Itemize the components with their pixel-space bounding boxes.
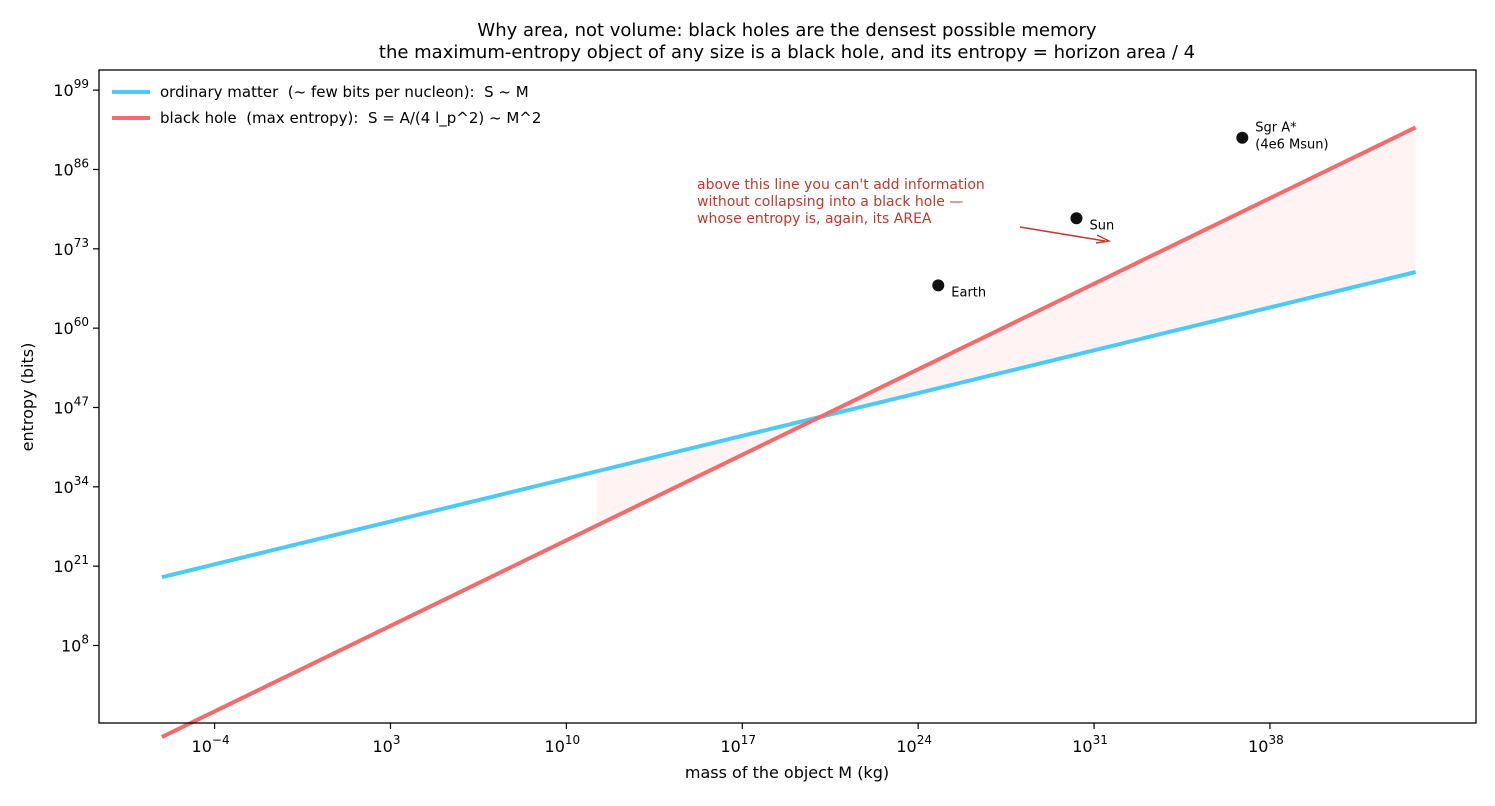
point-label: Sgr A*	[1255, 121, 1297, 136]
chart-subtitle: the maximum-entropy object of any size i…	[379, 42, 1195, 63]
y-tick-label: 108	[61, 632, 89, 655]
annotation: above this line you can't add informatio…	[697, 177, 1112, 244]
x-tick-label: 1024	[896, 733, 932, 756]
y-tick-label: 1021	[53, 553, 89, 576]
annotation-line-2: without collapsing into a black hole —	[697, 194, 963, 210]
legend-label-black-hole: black hole (max entropy): S = A/(4 l_p^2…	[160, 109, 541, 128]
point-label: Sun	[1089, 218, 1114, 233]
axes-frame	[98, 69, 1477, 724]
x-tick-label: 103	[372, 733, 400, 756]
y-tick-label: 1060	[53, 315, 89, 338]
point-label-detail: (4e6 Msun)	[1255, 138, 1328, 153]
x-tick-label: 1010	[545, 733, 581, 756]
point-earth	[932, 279, 945, 292]
annotation-line-1: above this line you can't add informatio…	[697, 177, 985, 193]
y-tick-label: 1047	[53, 394, 89, 417]
x-tick-label: 1038	[1248, 733, 1284, 756]
series-line-black-hole	[160, 125, 1417, 739]
series-line-ordinary-matter	[161, 270, 1417, 580]
y-tick-label: 1086	[53, 156, 89, 179]
y-axis-ticks: 108 1021 1034 1047 1060 1073 1086 1099	[53, 77, 99, 655]
point-sun	[1070, 212, 1083, 225]
x-axis-label: mass of the object M (kg)	[685, 763, 889, 782]
y-tick-label: 1034	[53, 474, 89, 497]
y-axis-label: entropy (bits)	[18, 343, 37, 452]
x-tick-label: 1017	[720, 733, 756, 756]
annotation-arrow-head	[1095, 234, 1112, 244]
annotation-arrow-shaft	[1019, 226, 1106, 242]
legend-label-ordinary-matter: ordinary matter (~ few bits per nucleon)…	[160, 83, 529, 101]
x-tick-label: 1031	[1072, 733, 1108, 756]
legend: ordinary matter (~ few bits per nucleon)…	[104, 75, 590, 135]
x-axis-ticks: 10−4 103 1010 1017 1024 1031 1038	[192, 723, 1284, 756]
x-tick-label: 10−4	[192, 733, 230, 756]
legend-box	[104, 75, 590, 135]
y-tick-label: 1099	[53, 77, 89, 100]
point-sgr-a	[1236, 131, 1249, 144]
annotation-line-3: whose entropy is, again, its AREA	[697, 211, 932, 227]
point-label: Earth	[951, 285, 986, 300]
chart-title: Why area, not volume: black holes are th…	[477, 20, 1097, 41]
plot-area: Earth Sun Sgr A* (4e6 Msun)	[160, 121, 1417, 739]
y-tick-label: 1073	[53, 236, 89, 259]
